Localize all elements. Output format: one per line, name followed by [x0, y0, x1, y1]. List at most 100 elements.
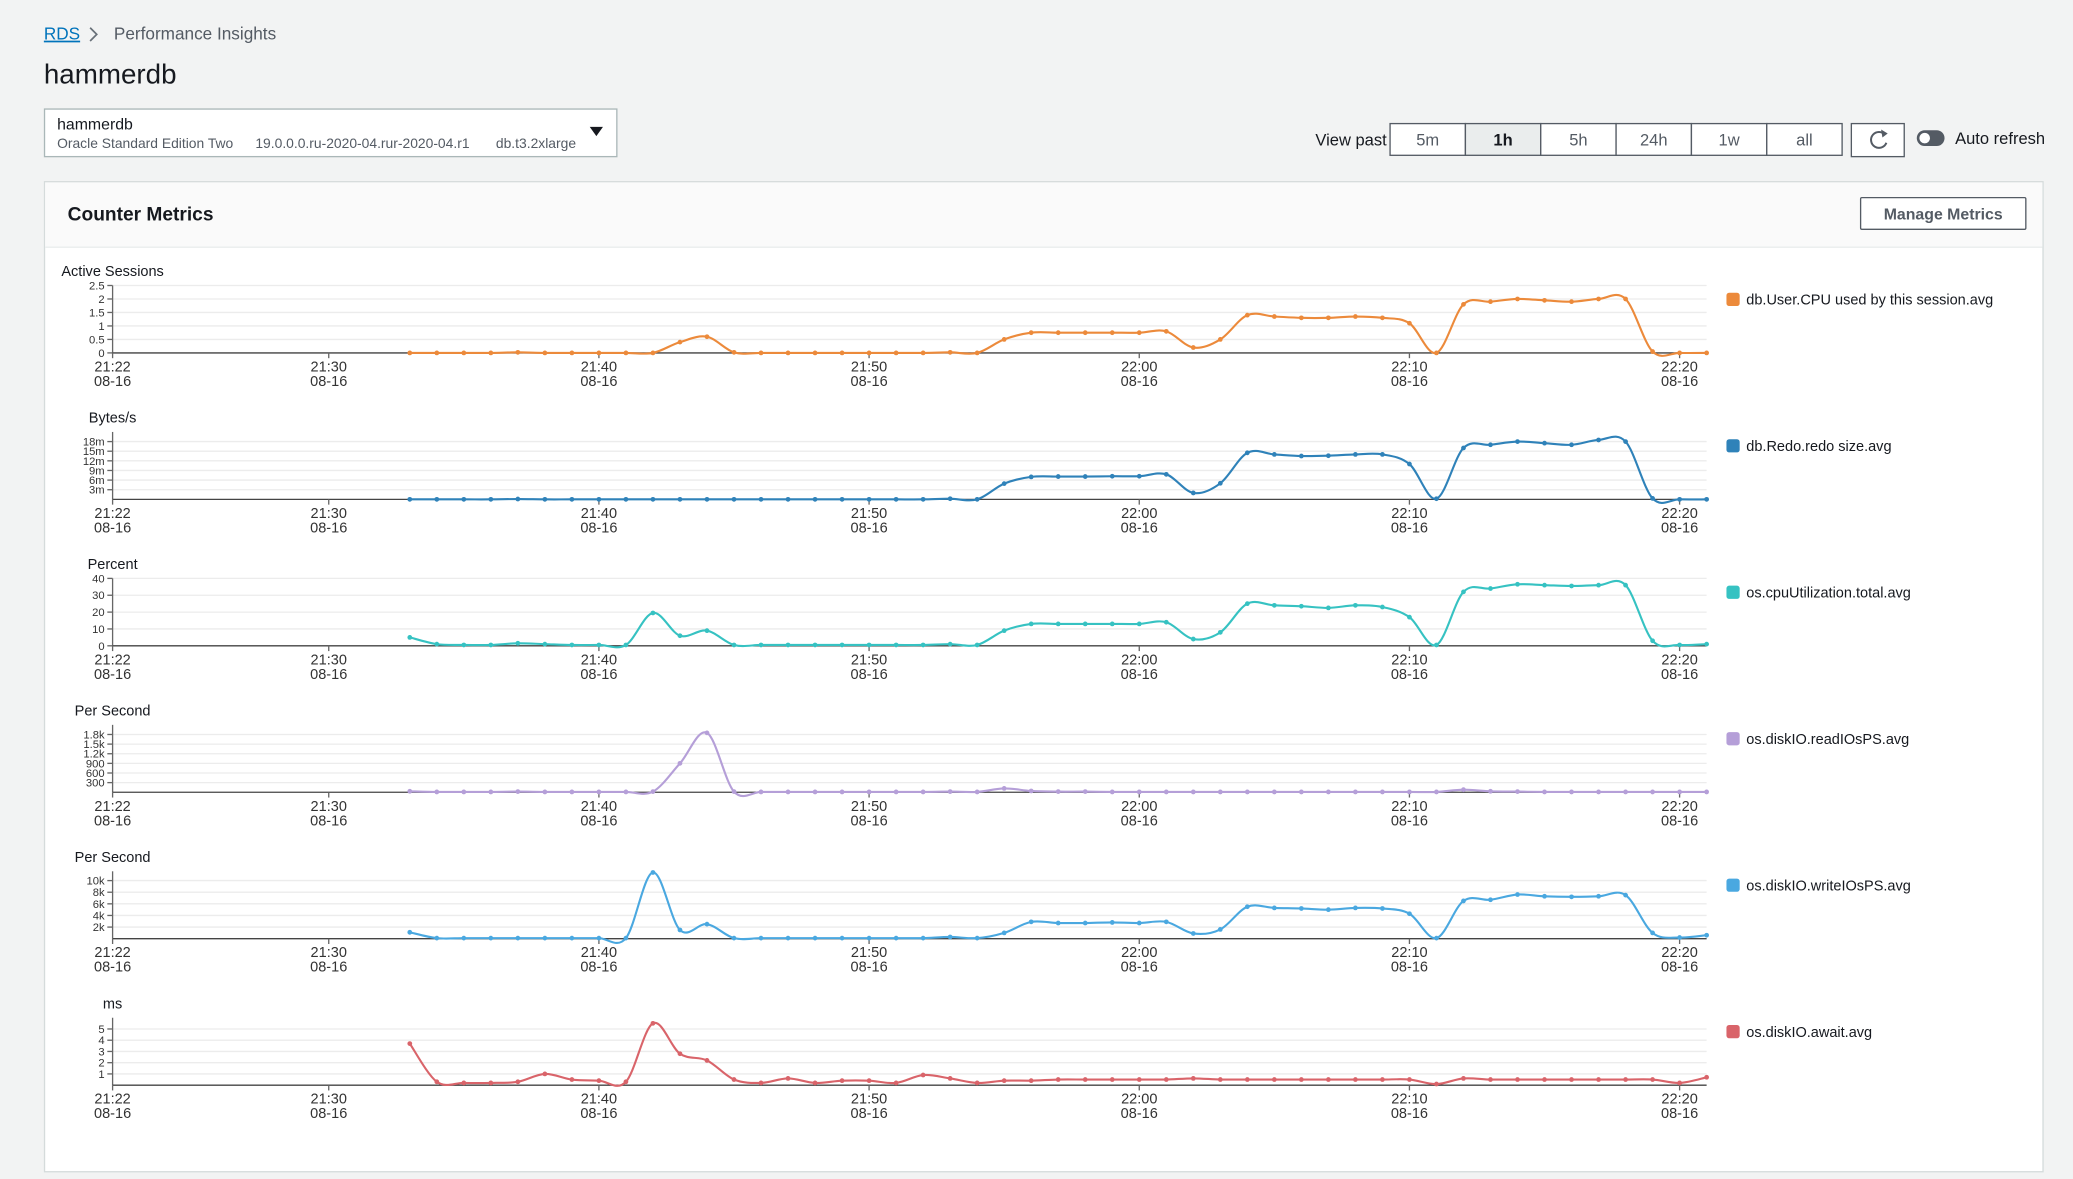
x-tick-date: 08-16: [1661, 960, 1698, 976]
data-point: [1677, 789, 1682, 795]
range-button-label[interactable]: 5h: [1569, 130, 1587, 149]
data-point: [569, 642, 575, 648]
x-tick-date: 08-16: [851, 1106, 888, 1122]
refresh-button[interactable]: [1850, 122, 1905, 158]
data-point: [1001, 786, 1007, 791]
range-button[interactable]: [1464, 122, 1542, 156]
range-button-label[interactable]: 24h: [1640, 130, 1668, 149]
data-point: [1298, 453, 1304, 459]
y-tick-label: 8k: [93, 887, 105, 899]
data-point: [1677, 350, 1682, 356]
data-point: [947, 496, 953, 502]
data-point: [461, 496, 467, 502]
instance-selector[interactable]: hammerdb Oracle Standard Edition Two 19.…: [43, 108, 618, 158]
legend-swatch: [1726, 878, 1740, 892]
y-tick-label: 2: [98, 1058, 104, 1070]
x-tick-date: 08-16: [580, 520, 617, 536]
data-point: [1461, 898, 1466, 904]
data-point: [461, 789, 467, 795]
data-point: [1650, 349, 1655, 354]
data-point: [1542, 1077, 1547, 1082]
data-point: [1704, 1074, 1710, 1080]
breadcrumb-link[interactable]: RDS: [44, 24, 80, 44]
x-tick-time: 21:40: [581, 506, 617, 522]
data-point: [1569, 583, 1574, 589]
range-button[interactable]: [1615, 122, 1693, 156]
data-point: [623, 1079, 629, 1085]
y-tick-label: 2: [98, 294, 104, 306]
selector-class: db.t3.2xlarge: [496, 135, 576, 151]
x-tick-date: 08-16: [94, 1106, 131, 1122]
y-tick-label: 3m: [89, 485, 105, 497]
data-point: [1244, 601, 1250, 607]
data-point: [1163, 471, 1169, 477]
y-axis-title: Percent: [88, 557, 138, 573]
data-point: [1217, 1077, 1223, 1082]
y-axis-title: Active Sessions: [61, 264, 163, 280]
data-point: [1271, 452, 1277, 457]
data-point: [1109, 473, 1115, 479]
data-point: [1407, 320, 1412, 326]
data-point: [1434, 935, 1439, 941]
data-point: [515, 1079, 521, 1085]
data-point: [785, 1076, 791, 1081]
y-tick-label: 1: [98, 1069, 104, 1081]
selector-box[interactable]: [43, 108, 618, 158]
x-tick-time: 22:20: [1661, 1092, 1697, 1108]
x-tick-date: 08-16: [851, 667, 888, 683]
x-tick-date: 08-16: [1121, 813, 1158, 829]
data-point: [1298, 906, 1304, 911]
data-point: [1434, 642, 1439, 648]
x-tick-time: 21:50: [851, 506, 887, 522]
refresh-box[interactable]: [1850, 122, 1905, 158]
manage-metrics-label[interactable]: Manage Metrics: [1884, 206, 2003, 223]
data-point: [1650, 930, 1655, 936]
panel: [43, 181, 2044, 1173]
data-point: [1515, 1077, 1520, 1082]
y-tick-label: 1.2k: [83, 749, 105, 761]
data-point: [1055, 621, 1061, 627]
data-point: [407, 1041, 413, 1046]
x-tick-date: 08-16: [851, 813, 888, 829]
data-point: [569, 350, 575, 356]
data-point: [1461, 787, 1466, 793]
data-point: [1028, 1078, 1034, 1084]
data-point: [1407, 911, 1412, 917]
manage-metrics-button[interactable]: [1859, 196, 2027, 230]
data-point: [704, 628, 710, 634]
x-tick-time: 22:20: [1661, 652, 1697, 668]
data-point: [758, 789, 764, 795]
selector-engine: Oracle Standard Edition Two: [57, 135, 233, 151]
data-point: [1298, 789, 1304, 795]
data-point: [677, 339, 683, 345]
x-tick-date: 08-16: [1121, 520, 1158, 536]
range-button-label[interactable]: all: [1796, 130, 1813, 149]
range-button-label[interactable]: 1w: [1719, 130, 1740, 149]
range-button[interactable]: [1766, 122, 1843, 156]
auto-refresh-toggle[interactable]: [1916, 130, 1945, 147]
data-point: [1244, 789, 1250, 795]
data-point: [1353, 452, 1358, 457]
dropdown-caret: [589, 126, 603, 137]
x-tick-date: 08-16: [580, 374, 617, 390]
range-button-label[interactable]: 5m: [1416, 130, 1439, 149]
data-point: [1704, 789, 1710, 795]
data-point: [974, 789, 980, 795]
data-point: [1434, 1081, 1439, 1087]
range-button-label[interactable]: 1h: [1493, 130, 1512, 149]
data-point: [434, 1079, 440, 1085]
data-point: [1136, 330, 1142, 336]
y-tick-label: 0: [98, 641, 104, 653]
data-point: [1542, 297, 1547, 303]
data-point: [596, 350, 602, 356]
x-tick-date: 08-16: [851, 960, 888, 976]
data-point: [1596, 437, 1601, 443]
data-point: [839, 350, 845, 356]
data-point: [650, 789, 656, 794]
y-tick-label: 4: [98, 1035, 104, 1047]
data-point: [1677, 496, 1682, 502]
data-point: [1326, 315, 1331, 321]
x-tick-time: 22:00: [1121, 1092, 1157, 1108]
data-point: [947, 789, 953, 794]
toggle-knob[interactable]: [1919, 132, 1931, 144]
